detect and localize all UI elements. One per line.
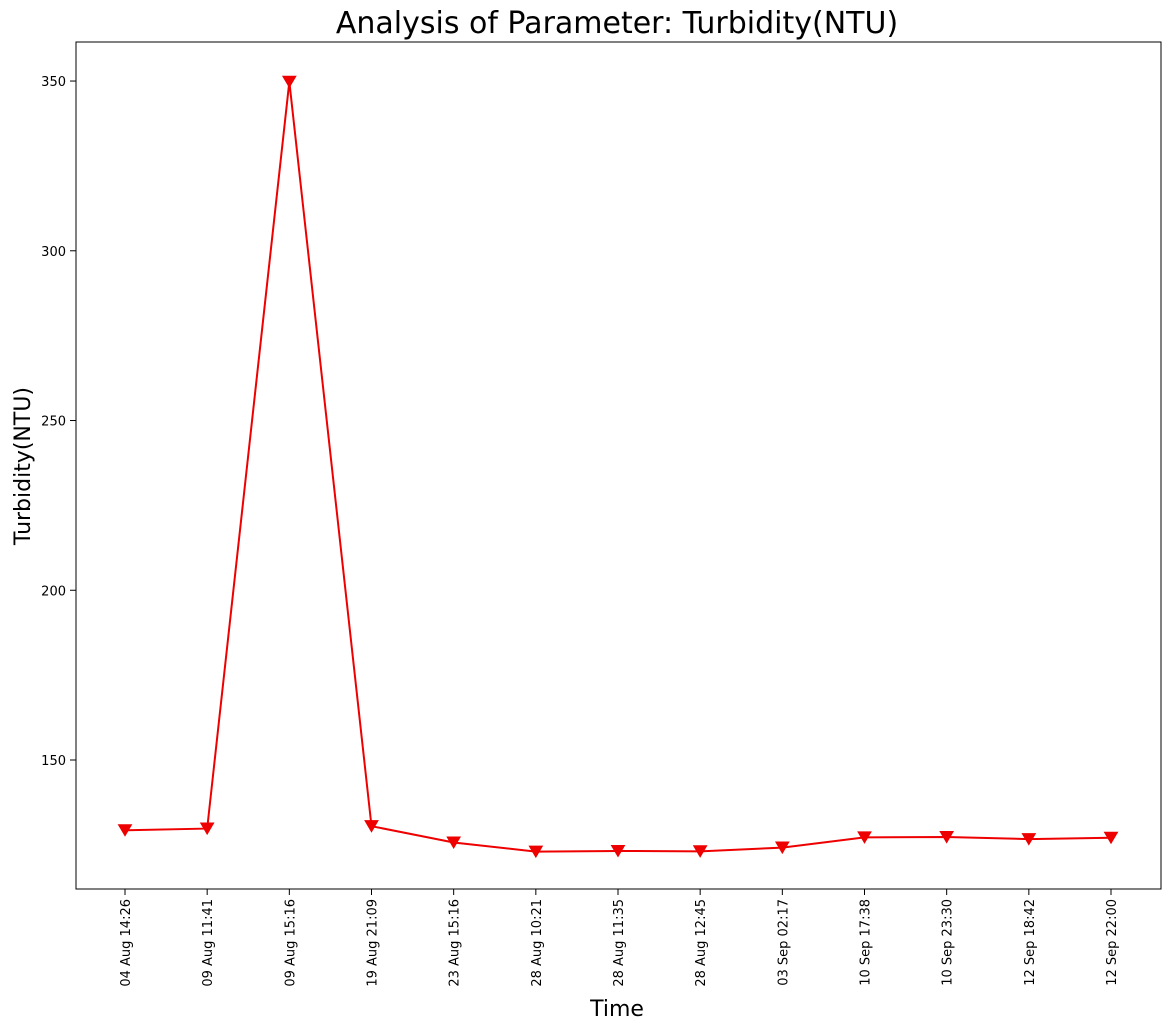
data-point-11 <box>1021 833 1037 846</box>
data-point-7 <box>692 845 708 858</box>
data-point-2 <box>281 75 297 89</box>
x-tick-label-0: 04 Aug 14:26 <box>119 899 134 987</box>
y-tick-label-150: 150 <box>41 754 66 769</box>
y-tick-label-350: 350 <box>41 75 66 90</box>
data-point-0 <box>117 824 133 837</box>
x-tick-label-8: 03 Sep 02:17 <box>776 899 791 986</box>
plot-frame <box>75 41 1162 890</box>
x-tick-label-6: 28 Aug 11:35 <box>612 899 627 987</box>
x-tick-label-1: 09 Aug 11:41 <box>201 899 216 987</box>
y-tick-label-250: 250 <box>41 415 66 430</box>
y-axis-label: Turbidity(NTU) <box>11 387 36 546</box>
data-point-12 <box>1103 831 1119 845</box>
data-point-5 <box>528 845 544 859</box>
x-tick-label-3: 19 Aug 21:09 <box>366 899 381 987</box>
series-line-turbidity <box>124 81 1112 853</box>
x-tick-label-5: 28 Aug 10:21 <box>530 899 545 987</box>
x-tick-label-2: 09 Aug 15:16 <box>283 899 298 987</box>
x-tick-label-12: 12 Sep 22:00 <box>1105 899 1120 986</box>
y-tick-label-300: 300 <box>41 245 66 260</box>
x-tick-label-9: 10 Sep 17:38 <box>859 899 874 986</box>
data-point-10 <box>939 831 955 844</box>
data-point-8 <box>774 841 790 855</box>
x-tick-label-10: 10 Sep 23:30 <box>941 899 956 986</box>
x-tick-label-11: 12 Sep 18:42 <box>1023 899 1038 986</box>
data-markers <box>117 75 1119 859</box>
y-axis: 150 200 250 300 350 <box>41 75 76 769</box>
x-tick-label-7: 28 Aug 12:45 <box>694 899 709 987</box>
data-point-9 <box>857 831 872 844</box>
data-point-4 <box>446 836 462 850</box>
data-point-6 <box>610 844 626 858</box>
data-point-3 <box>364 820 379 833</box>
chart-title: Analysis of Parameter: Turbidity(NTU) <box>336 6 898 41</box>
data-point-1 <box>199 822 215 836</box>
x-axis: 04 Aug 14:26 09 Aug 11:41 09 Aug 15:16 19 A… <box>119 889 1120 987</box>
x-tick-label-4: 23 Aug 15:16 <box>448 899 463 987</box>
y-tick-label-200: 200 <box>41 584 66 599</box>
x-axis-label: Time <box>589 997 644 1022</box>
